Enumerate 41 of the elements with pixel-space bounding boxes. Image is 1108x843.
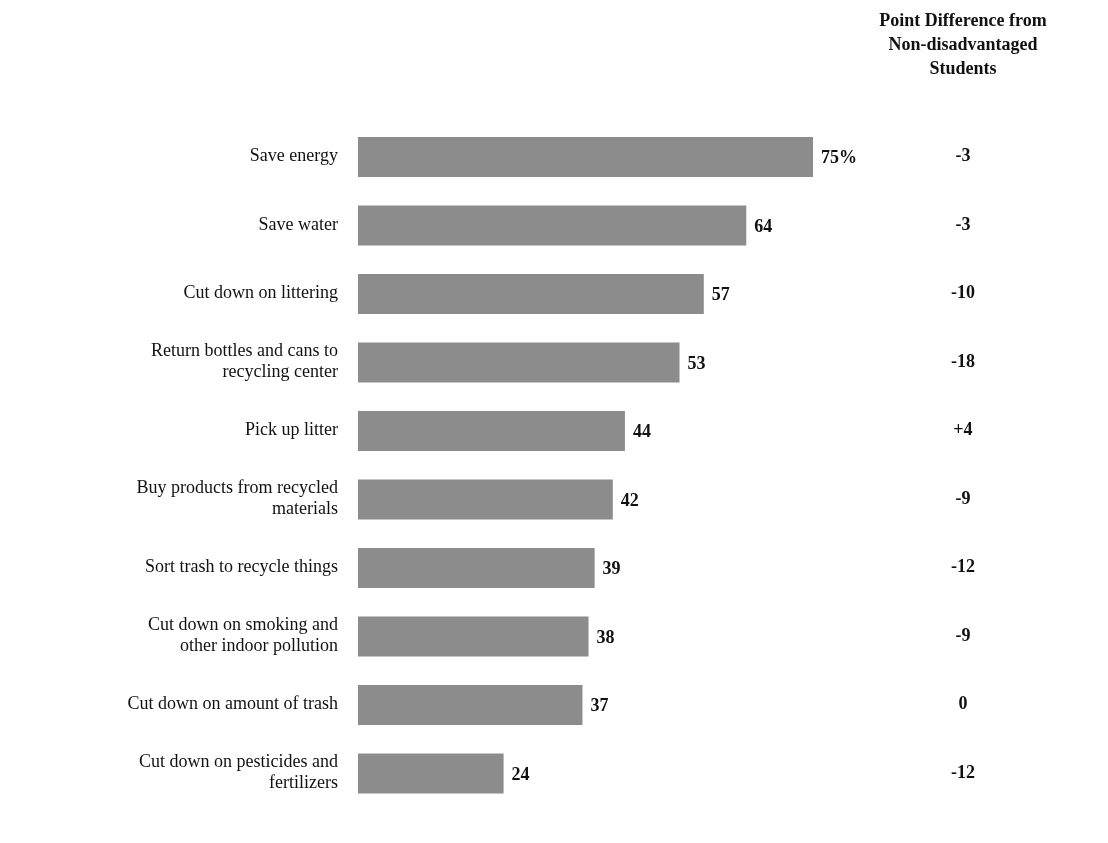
data-label: 39 (602, 558, 621, 579)
y-tick-label: Sort trash to recycle things (145, 556, 338, 577)
text: -12 (951, 556, 975, 577)
y-tick-label: Cut down on amount of trash (127, 693, 338, 714)
bar (358, 411, 625, 451)
bar (358, 137, 813, 177)
bar (358, 479, 613, 520)
text: Point Difference from Non-disadvantaged Students (878, 9, 1048, 80)
text: -10 (951, 282, 975, 303)
y-tick-label: Cut down on pesticides and fertilizers (139, 751, 338, 793)
text: -3 (955, 213, 971, 234)
data-label: 24 (511, 763, 530, 784)
y-tick-label: Save energy (249, 145, 338, 166)
text: -3 (955, 145, 971, 166)
data-label: 37 (590, 695, 609, 716)
bar (358, 685, 583, 725)
text: 0 (958, 693, 968, 714)
y-tick-label: Cut down on smoking and other indoor pollution (147, 614, 338, 656)
y-tick-label: Cut down on littering (183, 282, 338, 303)
bar (358, 274, 704, 314)
data-label: 57 (711, 284, 730, 305)
y-tick-label: Buy products from recycled materials (136, 477, 338, 519)
data-label: 38 (596, 626, 615, 647)
text: -9 (955, 624, 971, 645)
data-label: 75% (821, 147, 857, 168)
data-label: 42 (620, 489, 639, 510)
y-tick-label: Return bottles and cans to recycling center (151, 340, 338, 382)
y-tick-label: Pick up litter (245, 419, 338, 440)
bar (358, 616, 589, 657)
text: -18 (951, 350, 975, 371)
data-label: 64 (754, 215, 773, 236)
bar (358, 548, 595, 588)
data-label: 44 (632, 421, 651, 442)
text: -12 (951, 761, 975, 782)
text: +4 (953, 419, 973, 440)
y-tick-label: Save water (258, 213, 338, 234)
bar (358, 342, 680, 383)
bar (358, 205, 747, 246)
data-label: 53 (687, 352, 706, 373)
text: -9 (955, 487, 971, 508)
bar (358, 753, 504, 794)
